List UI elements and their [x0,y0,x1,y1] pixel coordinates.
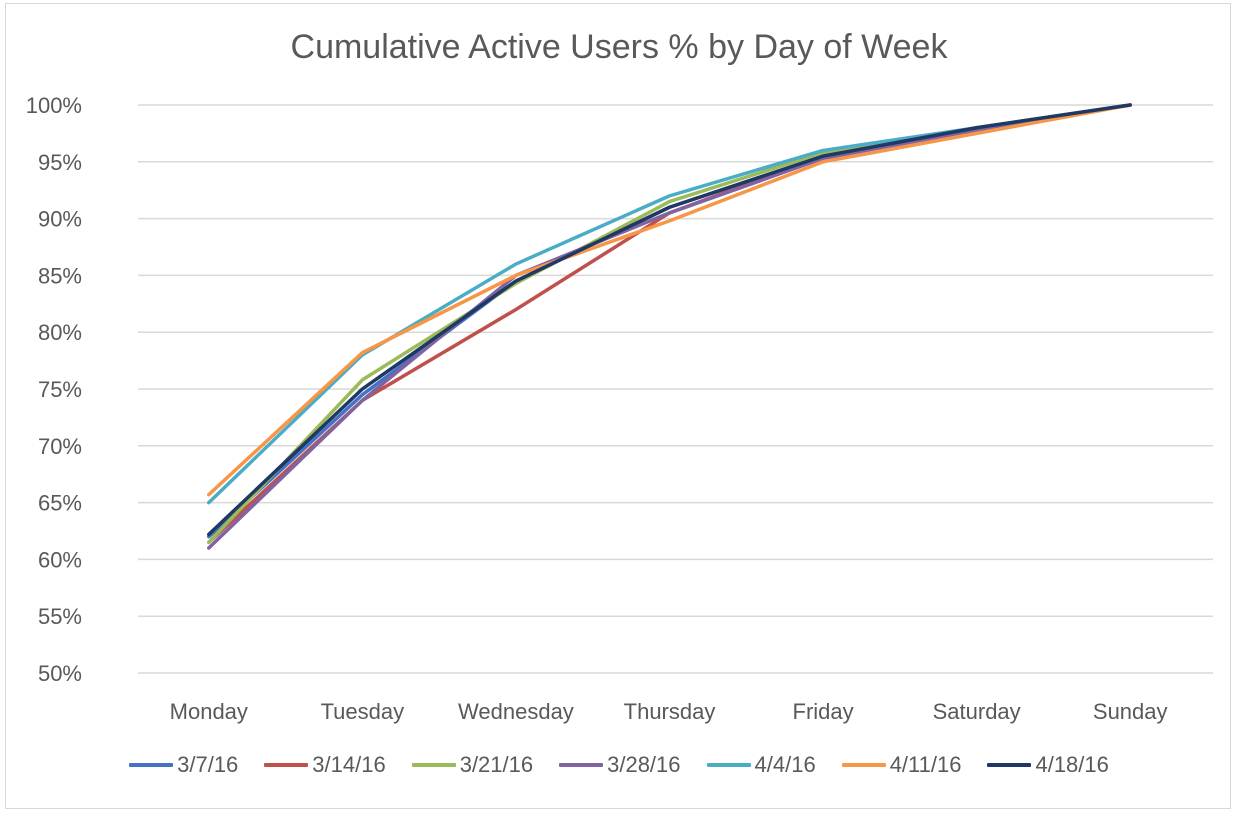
y-tick-label: 90% [38,207,82,232]
legend-swatch [987,763,1032,767]
legend-swatch [841,763,886,767]
legend-swatch [706,763,751,767]
legend-swatch [559,763,604,767]
x-tick-label: Friday [793,699,854,724]
legend-item: 3/28/16 [559,752,681,778]
y-axis-tick-labels: 50% 55% 60% 65% 70% 75% 80% 85% 90% 95% 100% [26,93,82,686]
y-tick-label: 55% [38,604,82,629]
gridlines [138,104,1213,674]
legend-item: 4/11/16 [841,752,962,778]
x-tick-label: Thursday [624,699,716,724]
legend-label: 3/28/16 [607,752,681,777]
legend-label: 3/7/16 [177,752,239,777]
legend-label: 4/4/16 [754,752,816,777]
series-line-3-28-16 [207,103,1132,550]
y-tick-label: 50% [38,661,82,686]
legend: 3/7/16 3/14/16 3/21/16 3/28/16 4/4/16 4/11/16… [0,752,1238,778]
y-tick-label: 60% [38,547,82,572]
series-line-3-7-16 [207,103,1132,539]
x-tick-label: Wednesday [458,699,574,724]
y-tick-label: 65% [38,491,82,516]
legend-item: 4/18/16 [987,752,1109,778]
y-tick-label: 80% [38,320,82,345]
legend-label: 4/11/16 [889,752,962,777]
series-line-4-4-16 [207,103,1132,505]
series-line-3-21-16 [207,103,1132,545]
y-tick-label: 75% [38,377,82,402]
y-tick-label: 85% [38,263,82,288]
series-line-4-11-16 [207,103,1132,497]
chart-title: Cumulative Active Users % by Day of Week [290,28,948,66]
x-tick-label: Sunday [1093,699,1168,724]
series-lines [207,103,1132,550]
y-tick-label: 70% [38,434,82,459]
legend-swatch [264,763,309,767]
legend-label: 3/21/16 [459,752,534,777]
legend-swatch [129,763,174,767]
series-line-4-18-16 [207,103,1132,537]
legend-item: 3/14/16 [264,752,386,778]
y-tick-label: 95% [38,150,82,175]
legend-label: 3/14/16 [312,752,386,777]
series-line-3-14-16 [207,103,1132,545]
chart-frame [5,3,1231,809]
legend-item: 3/21/16 [411,752,534,778]
legend-swatch [411,763,456,767]
legend-item: 4/4/16 [706,752,816,778]
x-tick-label: Monday [170,699,248,724]
x-axis-tick-labels: Monday Tuesday Wednesday Thursday Friday Satu… [170,699,1168,724]
x-tick-label: Tuesday [321,699,405,724]
y-tick-label: 100% [26,93,82,118]
x-tick-label: Saturday [933,699,1021,724]
legend-label: 4/18/16 [1035,752,1109,777]
legend-item: 3/7/16 [129,752,238,778]
